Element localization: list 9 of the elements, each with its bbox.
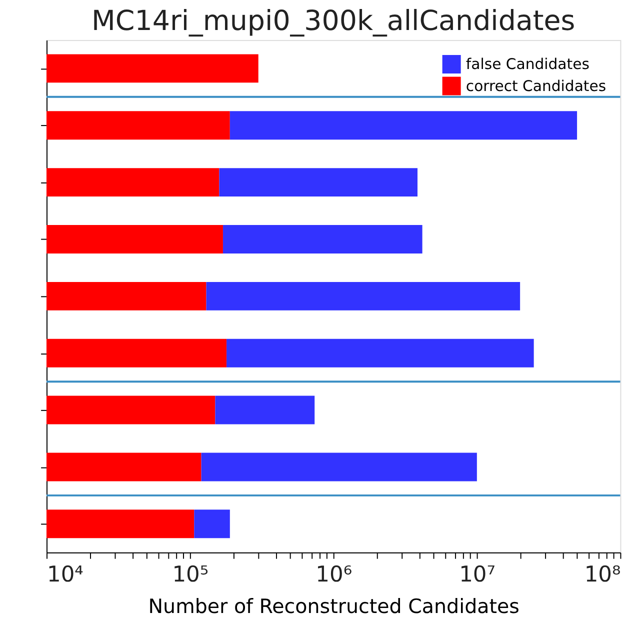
legend-label: correct Candidates: [466, 78, 606, 95]
x-tick-label: 10⁸: [584, 562, 621, 588]
x-tick-label: 10⁷: [459, 562, 496, 588]
x-tick-label: 10⁵: [172, 562, 209, 588]
chart-title: MC14ri_mupi0_300k_allCandidates: [92, 4, 576, 38]
x-tick-label: 10⁶: [316, 562, 352, 588]
x-axis-title: Number of Reconstructed Candidates: [148, 595, 520, 618]
legend-label: false Candidates: [466, 56, 590, 74]
x-tick-label: 10⁴: [46, 562, 84, 588]
